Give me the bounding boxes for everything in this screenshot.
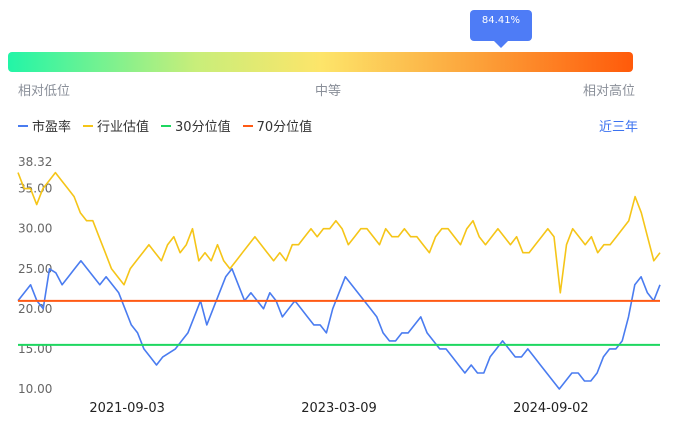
percentile-value: 84.41% xyxy=(481,15,521,26)
legend-label-pe: 市盈率 xyxy=(32,120,72,135)
scale-label-high: 相对高位 xyxy=(583,84,636,99)
legend-item-pe[interactable]: 市盈率 xyxy=(18,116,71,135)
series-line-industry xyxy=(17,171,661,294)
percentile-badge: 84.41% xyxy=(470,10,532,48)
y-tick-label: 20.00 xyxy=(18,302,52,316)
legend-item-p30[interactable]: 30分位值 xyxy=(161,116,231,135)
legend-label-p70: 70分位值 xyxy=(256,120,313,135)
x-tick-label: 2023-03-09 xyxy=(301,401,377,416)
y-tick-label: 10.00 xyxy=(18,382,52,396)
scale-label-mid: 中等 xyxy=(315,84,342,99)
legend-swatch-p70 xyxy=(242,124,253,127)
chart-legend: 市盈率 行业估值 30分位值 70分位值 xyxy=(18,116,312,135)
series-line-pe xyxy=(17,259,661,390)
legend-item-p70[interactable]: 70分位值 xyxy=(242,116,313,135)
y-tick-label: 30.00 xyxy=(18,222,52,236)
y-tick-label: 25.00 xyxy=(18,262,52,276)
legend-swatch-pe xyxy=(18,124,28,127)
scale-label-low: 相对低位 xyxy=(18,84,71,99)
legend-swatch-p30 xyxy=(161,124,172,127)
legend-item-industry[interactable]: 行业估值 xyxy=(83,116,149,135)
y-tick-label: 35.00 xyxy=(18,182,52,196)
x-tick-label: 2024-09-02 xyxy=(513,401,589,416)
y-tick-label: 38.32 xyxy=(18,155,52,169)
percentile-gradient-bar xyxy=(8,52,633,72)
legend-label-industry: 行业估值 xyxy=(97,120,150,135)
legend-swatch-industry xyxy=(83,124,94,127)
x-tick-label: 2021-09-03 xyxy=(89,401,165,416)
legend-label-p30: 30分位值 xyxy=(175,120,231,135)
period-select-button[interactable]: 近三年 xyxy=(599,120,639,135)
